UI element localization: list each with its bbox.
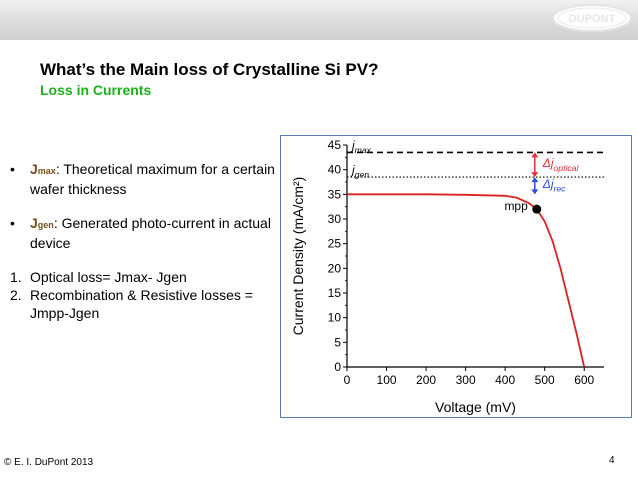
- svg-text:DUPONT: DUPONT: [569, 13, 616, 25]
- rec-loss-label: Δjrec: [542, 177, 566, 194]
- y-tick-label: 30: [328, 212, 342, 226]
- y-tick-label: 5: [334, 335, 341, 349]
- bullet-text: : Theoretical maximum for a certain wafe…: [30, 161, 275, 197]
- jv-curve: [347, 193, 586, 368]
- slide-title: What’s the Main loss of Crystalline Si P…: [40, 60, 379, 79]
- y-tick-label: 25: [328, 237, 342, 251]
- dupont-logo: DUPONT: [552, 4, 632, 32]
- slide-subtitle: Loss in Currents: [40, 82, 152, 98]
- y-axis-label: Current Density (mA/cm²): [290, 177, 306, 336]
- y-tick-label: 45: [328, 138, 342, 152]
- term-sub: max: [37, 166, 56, 176]
- x-tick-label: 200: [416, 373, 436, 387]
- x-tick-label: 300: [456, 373, 476, 387]
- copyright: © E. I. DuPont 2013: [4, 457, 94, 468]
- reference-label-jgen: jgen: [350, 163, 369, 180]
- bullet-jmax: • Jmax: Theoretical maximum for a certai…: [10, 161, 275, 197]
- bullet-jgen: • Jgen: Generated photo-current in actua…: [10, 215, 271, 251]
- optical-loss-arrow-head-up: [531, 152, 539, 158]
- y-tick-label: 0: [334, 360, 341, 374]
- bullet-text: : Generated photo-current in actual devi…: [30, 215, 271, 251]
- top-banner: [0, 0, 638, 40]
- x-tick-label: 400: [495, 373, 515, 387]
- term-j: J: [30, 215, 38, 231]
- term-j: J: [30, 161, 38, 177]
- reference-label-jmax: jmax: [350, 138, 372, 155]
- numbered-item-2: 2. Recombination & Resistive losses = Jm…: [10, 286, 278, 322]
- y-tick-label: 35: [328, 187, 342, 201]
- y-tick-label: 10: [328, 311, 342, 325]
- mpp-label: mpp: [504, 199, 528, 213]
- y-tick-label: 15: [328, 286, 342, 300]
- numbered-text: Optical loss= Jmax- Jgen: [30, 269, 187, 285]
- mpp-point: [532, 204, 542, 214]
- x-tick-label: 500: [535, 373, 555, 387]
- x-tick-label: 0: [344, 373, 351, 387]
- y-tick-label: 20: [328, 261, 342, 275]
- y-tick-label: 40: [328, 163, 342, 177]
- rec-loss-arrow-head-down: [531, 189, 539, 195]
- rec-loss-arrow-head-up: [531, 177, 539, 183]
- chart-frame: 0 5 10 15 20 25 30 35 40 45 0 100 200 300 400 500 600 Vol…: [280, 135, 632, 418]
- jv-curve-chart: 0 5 10 15 20 25 30 35 40 45 0 100 200 300 400 500 600 Vol…: [290, 138, 604, 415]
- page-number: 4: [609, 455, 615, 466]
- numbered-text: Recombination & Resistive losses = Jmpp-…: [30, 287, 253, 321]
- numbered-item-1: 1. Optical loss= Jmax- Jgen: [10, 269, 187, 285]
- optical-loss-label: Δjoptical: [542, 156, 580, 173]
- bullet-list: • Jmax: Theoretical maximum for a certai…: [10, 160, 278, 322]
- x-tick-label: 100: [377, 373, 397, 387]
- x-tick-label: 600: [574, 373, 594, 387]
- term-sub: gen: [37, 220, 54, 230]
- optical-loss-arrow-head-down: [531, 172, 539, 178]
- x-axis-label: Voltage (mV): [435, 399, 516, 415]
